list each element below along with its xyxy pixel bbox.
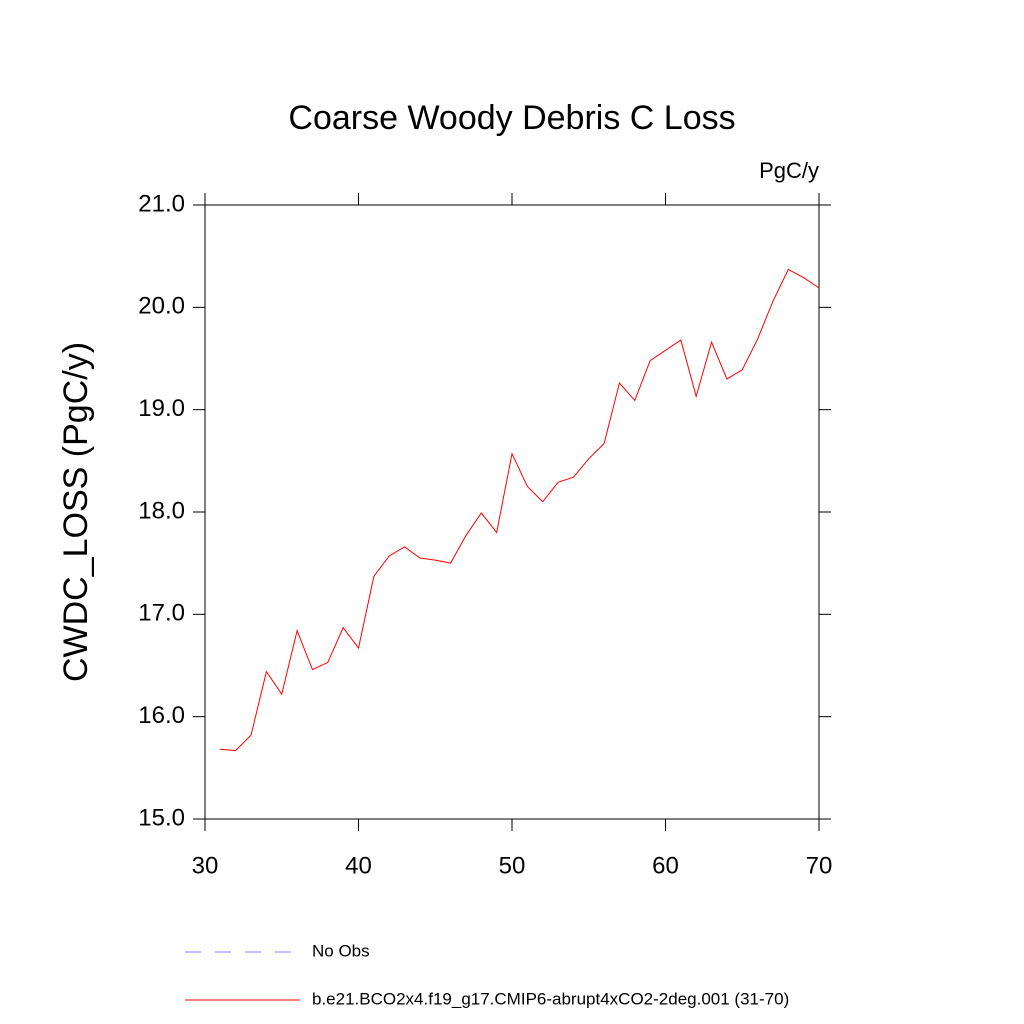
y-axis-label: CWDC_LOSS (PgC/y) — [57, 342, 95, 682]
y-tick-label: 21.0 — [138, 190, 185, 217]
x-tick-label: 30 — [192, 852, 219, 879]
legend-label: No Obs — [312, 941, 370, 960]
x-tick-label: 60 — [652, 852, 679, 879]
y-tick-label: 18.0 — [138, 497, 185, 524]
y-tick-label: 17.0 — [138, 600, 185, 627]
y-tick-label: 20.0 — [138, 293, 185, 320]
y-tick-label: 15.0 — [138, 804, 185, 831]
x-tick-label: 50 — [499, 852, 526, 879]
chart-title: Coarse Woody Debris C Loss — [288, 99, 735, 137]
units-label: PgC/y — [759, 158, 819, 183]
legend-label: b.e21.BCO2x4.f19_g17.CMIP6-abrupt4xCO2-2… — [312, 989, 789, 1008]
y-tick-label: 19.0 — [138, 395, 185, 422]
plot-frame — [204, 204, 820, 820]
x-tick-label: 70 — [806, 852, 833, 879]
y-tick-label: 16.0 — [138, 702, 185, 729]
data-line — [220, 268, 820, 751]
x-tick-label: 40 — [345, 852, 372, 879]
